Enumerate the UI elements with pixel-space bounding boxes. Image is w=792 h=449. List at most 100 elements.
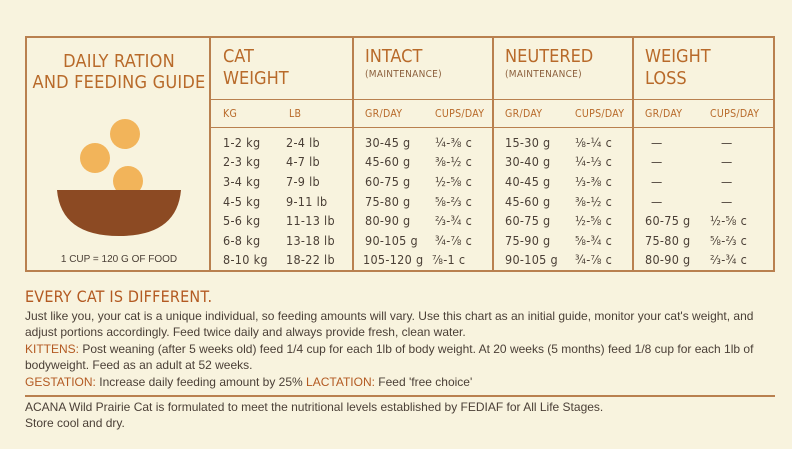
cell-intact-gr: 30-45 g xyxy=(365,135,411,150)
cell-lb: 11-13 lb xyxy=(286,213,335,228)
title-line: AND FEEDING GUIDE xyxy=(32,72,206,93)
gestation-label: GESTATION: xyxy=(25,375,96,389)
cell-neutered-cups: ¾-⅞ c xyxy=(575,252,613,267)
cell-loss-gr: 60-75 g xyxy=(645,213,691,228)
subheader-cups-day: CUPS/DAY xyxy=(435,108,485,120)
intro-paragraph: Just like you, your cat is a unique indi… xyxy=(25,309,754,339)
header-weight-loss: WEIGHT LOSS xyxy=(645,46,711,90)
footer-line: Store cool and dry. xyxy=(25,416,125,430)
cup-note: 1 CUP = 120 G OF FOOD xyxy=(60,254,178,265)
cell-neutered-gr: 75-90 g xyxy=(505,233,551,248)
cell-intact-cups: ⅞-1 c xyxy=(432,252,466,267)
cell-loss-cups: ½-⅝ c xyxy=(710,213,748,228)
cell-kg: 6-8 kg xyxy=(223,233,261,248)
header-label: INTACT xyxy=(365,46,423,67)
header-label: WEIGHT xyxy=(223,68,289,89)
divider xyxy=(211,127,773,128)
cell-loss-cups: — xyxy=(721,194,733,209)
cell-neutered-gr: 90-105 g xyxy=(505,252,558,267)
divider xyxy=(209,38,211,270)
cell-lb: 18-22 lb xyxy=(286,252,335,267)
kittens-label: KITTENS: xyxy=(25,342,80,356)
cell-neutered-gr: 15-30 g xyxy=(505,135,551,150)
cell-intact-cups: ⅝-⅔ c xyxy=(435,194,473,209)
footer-line: ACANA Wild Prairie Cat is formulated to … xyxy=(25,400,604,414)
title-line: DAILY RATION xyxy=(63,51,175,72)
cell-kg: 8-10 kg xyxy=(223,252,268,267)
kittens-paragraph: KITTENS: Post weaning (after 5 weeks old… xyxy=(25,341,785,373)
header-label: NEUTERED xyxy=(505,46,594,67)
cell-neutered-cups: ⅜-½ c xyxy=(575,194,613,209)
cell-kg: 5-6 kg xyxy=(223,213,261,228)
cell-lb: 7-9 lb xyxy=(286,174,321,189)
cell-kg: 1-2 kg xyxy=(223,135,261,150)
cell-intact-cups: ¾-⅞ c xyxy=(435,233,473,248)
subheader-gr-day: GR/DAY xyxy=(365,108,403,120)
lactation-text: Feed 'free choice' xyxy=(374,375,473,389)
divider xyxy=(352,38,354,270)
cell-loss-cups: — xyxy=(721,135,733,150)
gestation-paragraph: GESTATION: Increase daily feeding amount… xyxy=(25,374,785,390)
cell-kg: 2-3 kg xyxy=(223,154,261,169)
cell-neutered-cups: ¼-⅓ c xyxy=(575,154,613,169)
subheader-gr-day: GR/DAY xyxy=(645,108,683,120)
cell-loss-gr: — xyxy=(651,154,663,169)
cell-intact-cups: ⅔-¾ c xyxy=(435,213,473,228)
cell-intact-cups: ¼-⅜ c xyxy=(435,135,473,150)
subheader-cups-day: CUPS/DAY xyxy=(575,108,625,120)
cell-intact-gr: 75-80 g xyxy=(365,194,411,209)
cell-lb: 13-18 lb xyxy=(286,233,335,248)
cell-intact-cups: ⅜-½ c xyxy=(435,154,473,169)
section-title: EVERY CAT IS DIFFERENT. xyxy=(25,287,213,306)
cell-intact-gr: 105-120 g xyxy=(363,252,424,267)
kittens-text: Post weaning (after 5 weeks old) feed 1/… xyxy=(25,342,754,372)
cell-neutered-gr: 60-75 g xyxy=(505,213,551,228)
cell-loss-cups: — xyxy=(721,154,733,169)
header-cat-weight: CAT WEIGHT xyxy=(223,46,289,90)
header-label: WEIGHT xyxy=(645,46,711,67)
subheader-kg: KG xyxy=(223,108,238,120)
gestation-text: Increase daily feeding amount by 25% xyxy=(95,375,307,389)
cell-neutered-gr: 30-40 g xyxy=(505,154,551,169)
cell-lb: 2-4 lb xyxy=(286,135,321,150)
cell-neutered-gr: 40-45 g xyxy=(505,174,551,189)
page-title: DAILY RATION AND FEEDING GUIDE xyxy=(27,51,211,93)
cell-loss-cups: — xyxy=(721,174,733,189)
cell-loss-gr: — xyxy=(651,174,663,189)
header-sublabel: (MAINTENANCE) xyxy=(505,69,582,80)
subheader-cups-day: CUPS/DAY xyxy=(710,108,760,120)
header-sublabel: (MAINTENANCE) xyxy=(365,69,442,80)
header-neutered: NEUTERED (MAINTENANCE) xyxy=(505,46,593,81)
cell-neutered-cups: ⅛-¼ c xyxy=(575,135,613,150)
cell-kg: 4-5 kg xyxy=(223,194,261,209)
cell-intact-gr: 90-105 g xyxy=(365,233,418,248)
cell-loss-gr: 75-80 g xyxy=(645,233,691,248)
cell-intact-cups: ½-⅝ c xyxy=(435,174,473,189)
divider xyxy=(211,99,773,100)
cell-intact-gr: 80-90 g xyxy=(365,213,411,228)
cell-loss-cups: ⅝-⅔ c xyxy=(710,233,748,248)
subheader-gr-day: GR/DAY xyxy=(505,108,543,120)
header-label: CAT xyxy=(223,46,254,67)
subheader-lb: LB xyxy=(289,108,302,120)
cell-lb: 9-11 lb xyxy=(286,194,328,209)
divider xyxy=(25,395,775,397)
cell-neutered-cups: ½-⅝ c xyxy=(575,213,613,228)
lactation-label: LACTATION: xyxy=(306,375,375,389)
cell-lb: 4-7 lb xyxy=(286,154,321,169)
cell-neutered-cups: ⅝-¾ c xyxy=(575,233,613,248)
cell-loss-cups: ⅔-¾ c xyxy=(710,252,748,267)
food-bowl-icon xyxy=(57,119,181,236)
header-intact: INTACT (MAINTENANCE) xyxy=(365,46,442,81)
cell-kg: 3-4 kg xyxy=(223,174,261,189)
cell-loss-gr: — xyxy=(651,194,663,209)
cell-loss-gr: — xyxy=(651,135,663,150)
divider xyxy=(492,38,494,270)
feeding-guide-panel: DAILY RATION AND FEEDING GUIDE 1 CUP = 1… xyxy=(27,38,211,270)
feeding-table: DAILY RATION AND FEEDING GUIDE 1 CUP = 1… xyxy=(25,36,775,272)
divider xyxy=(632,38,634,270)
cell-loss-gr: 80-90 g xyxy=(645,252,691,267)
cell-neutered-cups: ⅓-⅜ c xyxy=(575,174,613,189)
cell-intact-gr: 45-60 g xyxy=(365,154,411,169)
cell-neutered-gr: 45-60 g xyxy=(505,194,551,209)
